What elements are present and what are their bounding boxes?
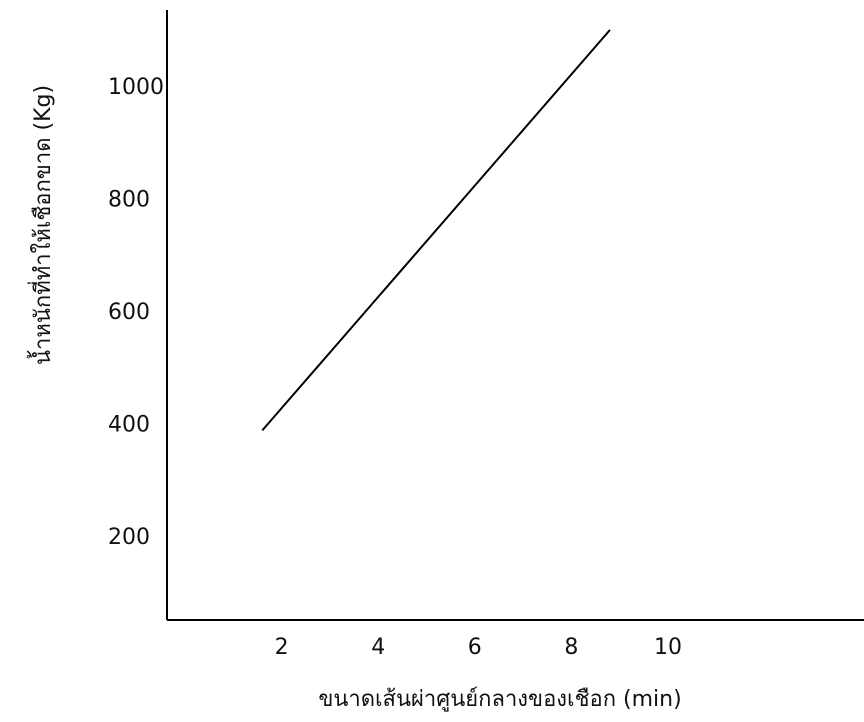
y-tick-label-1000: 1000	[108, 75, 164, 100]
y-tick-label-200: 200	[108, 525, 150, 550]
x-tick-label-8: 8	[564, 635, 578, 660]
x-tick-labels: 2 4 6 8 10	[275, 635, 682, 660]
x-tick-label-2: 2	[275, 635, 289, 660]
y-tick-labels: 200 400 600 800 1000	[108, 75, 164, 550]
y-axis-title: น้ำหนักที่ทำให้เชือกขาด (Kg)	[27, 85, 56, 365]
y-tick-label-600: 600	[108, 300, 150, 325]
series-line-1	[261, 29, 611, 432]
y-tick-label-400: 400	[108, 413, 150, 438]
x-tick-label-6: 6	[468, 635, 482, 660]
y-tick-label-800: 800	[108, 188, 150, 213]
series-layer	[261, 29, 611, 432]
x-tick-label-4: 4	[371, 635, 385, 660]
x-tick-label-10: 10	[654, 635, 682, 660]
x-axis-title: ขนาดเส้นผ่าศูนย์กลางของเชือก (min)	[318, 687, 681, 712]
